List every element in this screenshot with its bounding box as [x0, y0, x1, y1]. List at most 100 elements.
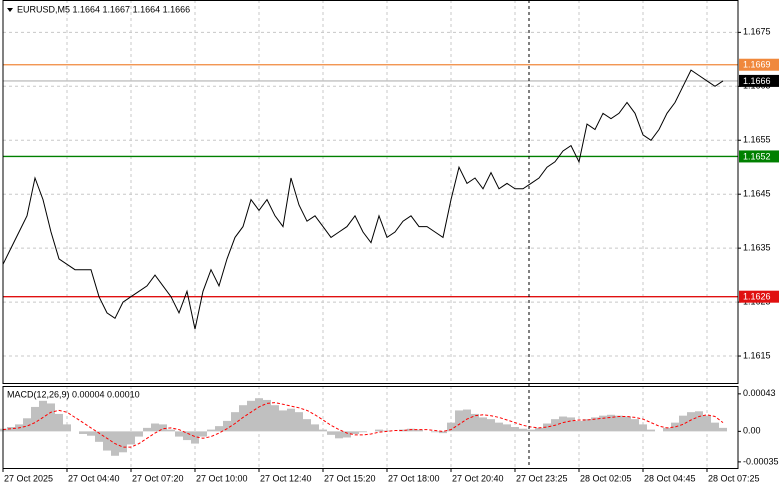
histogram-bar: [711, 422, 719, 432]
histogram-bar: [263, 399, 271, 432]
histogram-bar: [207, 429, 215, 432]
x-tick-label: 27 Oct 20:40: [452, 473, 504, 483]
histogram-bar: [135, 431, 143, 437]
y-tick-label: 1.1655: [743, 135, 771, 145]
histogram-bar: [463, 409, 471, 432]
histogram-bar: [639, 424, 647, 432]
y-tick-label: 1.1675: [743, 27, 771, 37]
histogram-bar: [23, 418, 31, 432]
histogram-bar: [703, 415, 711, 432]
histogram-bar: [479, 417, 487, 432]
histogram-bar: [679, 415, 687, 432]
histogram-bar: [663, 427, 671, 432]
level-label: 1.1666: [743, 76, 771, 86]
histogram-bar: [311, 424, 319, 432]
histogram-bar: [575, 420, 583, 432]
price-line: [2, 69, 724, 330]
histogram-bar: [215, 426, 223, 432]
histogram-bar: [439, 431, 447, 434]
level-label: 1.1626: [743, 292, 771, 302]
histogram-bar: [527, 429, 535, 432]
level-label-box: [739, 58, 779, 71]
histogram-bar: [719, 427, 727, 432]
x-tick-label: 28 Oct 04:45: [644, 473, 696, 483]
x-tick-label: 27 Oct 04:40: [68, 473, 120, 483]
x-tick-label: 27 Oct 12:40: [260, 473, 312, 483]
histogram-bar: [415, 429, 423, 432]
histogram-bar: [87, 431, 95, 436]
histogram-bar: [151, 423, 159, 432]
histogram-bar: [599, 415, 607, 432]
histogram-bar: [351, 431, 359, 434]
y-tick-label: 1.1635: [743, 243, 771, 253]
histogram-bar: [183, 431, 191, 441]
dropdown-icon: [7, 8, 13, 12]
histogram-bar: [567, 417, 575, 432]
histogram-bar: [319, 429, 327, 432]
histogram-bar: [495, 422, 503, 432]
histogram-bar: [335, 431, 343, 439]
histogram-bar: [687, 412, 695, 432]
histogram-bar: [143, 427, 151, 432]
histogram-bar: [591, 417, 599, 432]
y-tick-label: -0.00035: [743, 456, 779, 466]
histogram-bar: [279, 410, 287, 432]
histogram-bar: [303, 419, 311, 432]
histogram-bar: [487, 419, 495, 432]
macd-frame: [2, 386, 739, 469]
histogram-bar: [191, 431, 199, 444]
level-label: 1.1652: [743, 151, 771, 161]
x-tick-label: 27 Oct 2025: [4, 473, 53, 483]
histogram-bar: [167, 429, 175, 432]
histogram-bar: [39, 400, 47, 432]
histogram-bar: [295, 412, 303, 432]
histogram-bar: [519, 428, 527, 432]
histogram-bar: [471, 413, 479, 432]
y-tick-label: 1.1645: [743, 189, 771, 199]
y-tick-label: 1.1615: [743, 350, 771, 360]
histogram-bar: [503, 424, 511, 432]
histogram-bar: [359, 431, 367, 433]
y-tick-label: 0.00: [743, 426, 761, 436]
histogram-bar: [559, 416, 567, 432]
price-frame: [2, 0, 739, 384]
histogram-bar: [255, 398, 263, 432]
histogram-bar: [55, 413, 63, 432]
histogram-bar: [231, 412, 239, 432]
x-tick-label: 28 Oct 02:05: [580, 473, 632, 483]
histogram-bar: [671, 422, 679, 432]
histogram-bar: [327, 431, 335, 435]
histogram-bar: [287, 408, 295, 432]
level-label-box: [739, 74, 779, 87]
x-tick-label: 27 Oct 23:25: [516, 473, 568, 483]
x-tick-label: 27 Oct 15:20: [324, 473, 376, 483]
level-label: 1.1669: [743, 60, 771, 70]
y-tick-label: 0.00043: [743, 388, 776, 398]
histogram-bar: [535, 427, 543, 432]
histogram-bar: [511, 427, 519, 432]
histogram-bar: [79, 431, 87, 434]
histogram-bar: [223, 420, 231, 432]
histogram-bar: [175, 431, 183, 437]
level-label-box: [739, 290, 779, 303]
x-tick-label: 27 Oct 10:00: [196, 473, 248, 483]
histogram-bar: [455, 410, 463, 432]
histogram-bar: [583, 419, 591, 432]
histogram-bar: [63, 424, 71, 432]
histogram-bar: [615, 415, 623, 432]
histogram-bar: [31, 406, 39, 432]
histogram-bar: [631, 419, 639, 432]
histogram-bar: [119, 431, 127, 453]
x-tick-label: 28 Oct 07:25: [708, 473, 760, 483]
histogram-bar: [623, 416, 631, 432]
histogram-bar: [447, 422, 455, 432]
histogram-bar: [543, 423, 551, 432]
histogram-bar: [159, 424, 167, 432]
histogram-bar: [607, 414, 615, 432]
histogram-bar: [399, 429, 407, 432]
x-tick-label: 27 Oct 18:00: [388, 473, 440, 483]
histogram-bar: [247, 400, 255, 432]
macd-title: MACD(12,26,9) 0.00004 0.00010: [7, 389, 140, 399]
histogram-bar: [271, 405, 279, 432]
